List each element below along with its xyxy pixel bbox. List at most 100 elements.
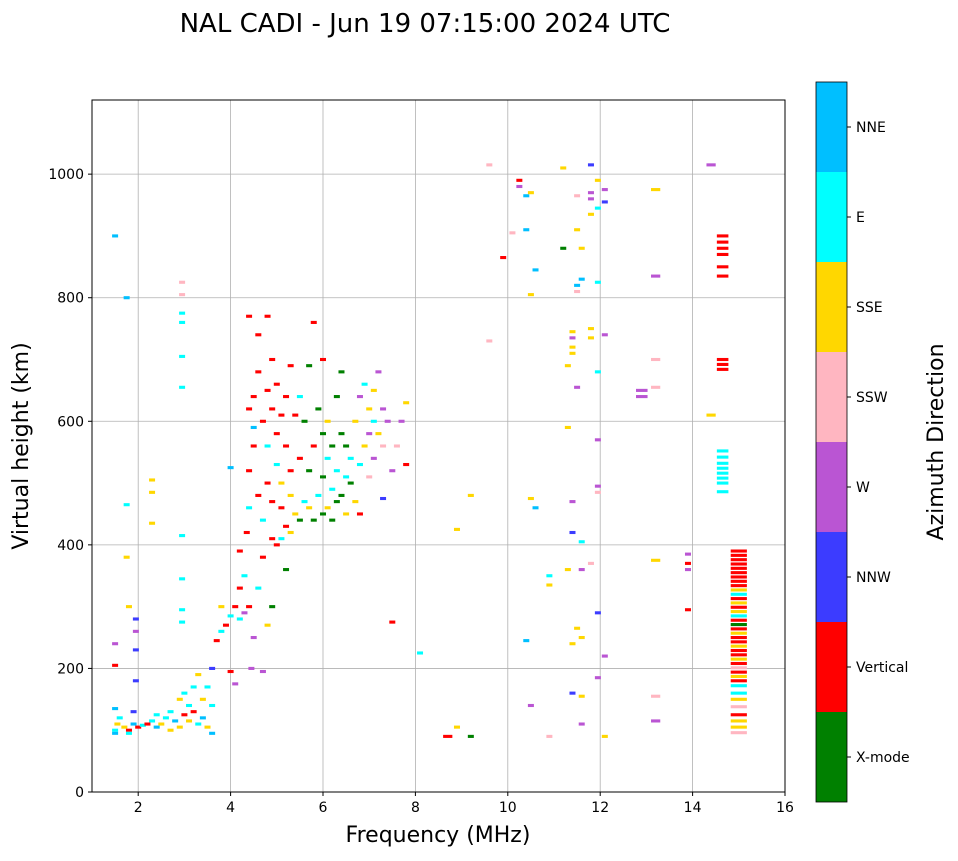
- data-point-x-mode: [306, 469, 313, 473]
- data-point-w: [651, 274, 661, 278]
- data-point-sse: [564, 364, 571, 368]
- data-point-sse: [594, 178, 601, 182]
- data-point-w: [259, 669, 266, 674]
- data-point-e: [186, 703, 193, 708]
- colorbar-swatch: [816, 622, 847, 712]
- data-point-x-mode: [560, 246, 567, 250]
- data-point-e: [716, 471, 729, 475]
- data-point-vertical: [730, 635, 747, 640]
- data-point-w: [250, 635, 257, 640]
- data-point-sse: [569, 330, 576, 334]
- colorbar-swatch: [816, 82, 847, 172]
- data-point-x-mode: [296, 518, 303, 522]
- data-point-sse: [574, 626, 581, 630]
- data-point-w: [651, 719, 661, 723]
- data-point-ssw: [730, 705, 747, 709]
- data-point-sse: [651, 558, 661, 562]
- data-point-vertical: [255, 493, 262, 497]
- data-point-e: [204, 685, 211, 689]
- data-point-e: [716, 476, 729, 480]
- data-point-sse: [204, 725, 211, 729]
- data-point-e: [716, 481, 729, 485]
- data-point-sse: [218, 605, 225, 609]
- data-point-sse: [125, 605, 132, 609]
- data-point-sse: [167, 728, 174, 732]
- data-point-w: [636, 388, 648, 392]
- data-point-e: [179, 354, 186, 358]
- data-point-ssw: [587, 561, 594, 565]
- data-point-w: [112, 642, 119, 646]
- data-point-sse: [352, 419, 359, 423]
- data-point-nne: [153, 725, 160, 729]
- data-point-sse: [564, 568, 571, 572]
- data-point-e: [716, 455, 729, 459]
- data-point-e: [179, 311, 186, 315]
- chart-title: NAL CADI - Jun 19 07:15:00 2024 UTC: [180, 9, 671, 39]
- data-point-vertical: [269, 500, 276, 504]
- data-point-x-mode: [338, 432, 345, 436]
- data-point-ssw: [393, 444, 400, 448]
- data-point-e: [296, 395, 303, 399]
- data-point-ssw: [179, 293, 186, 297]
- data-point-w: [578, 722, 585, 726]
- data-point-e: [179, 577, 186, 581]
- data-point-sse: [730, 644, 747, 648]
- data-point-w: [594, 676, 601, 680]
- data-point-sse: [730, 725, 747, 729]
- data-point-e: [179, 534, 186, 538]
- data-point-w: [594, 438, 601, 442]
- data-point-nnw: [132, 679, 139, 683]
- data-point-x-mode: [310, 518, 317, 522]
- data-point-vertical: [250, 395, 257, 399]
- data-point-e: [149, 719, 156, 723]
- data-point-e: [730, 684, 747, 688]
- data-point-vertical: [684, 608, 691, 612]
- data-point-x-mode: [315, 407, 322, 411]
- data-point-vertical: [283, 395, 290, 399]
- data-point-vertical: [730, 679, 747, 683]
- data-point-vertical: [264, 388, 271, 392]
- data-point-e: [112, 728, 119, 732]
- data-point-e: [594, 280, 601, 284]
- data-point-x-mode: [306, 364, 313, 368]
- data-point-sse: [601, 734, 608, 738]
- data-point-sse: [287, 530, 294, 535]
- data-point-vertical: [730, 566, 747, 570]
- data-point-e: [546, 574, 553, 578]
- data-point-nne: [227, 466, 234, 470]
- data-point-sse: [292, 512, 299, 516]
- data-point-w: [248, 666, 255, 670]
- data-point-e: [594, 370, 601, 374]
- data-point-w: [706, 163, 716, 167]
- data-point-ssw: [366, 475, 373, 479]
- data-point-e: [179, 608, 186, 612]
- data-point-sse: [352, 500, 359, 504]
- data-point-sse: [730, 610, 747, 614]
- data-point-x-mode: [347, 481, 354, 485]
- data-point-x-mode: [329, 444, 336, 448]
- y-tick-label: 400: [57, 538, 84, 554]
- data-point-e: [716, 466, 729, 470]
- data-point-vertical: [287, 364, 294, 368]
- data-point-vertical: [243, 530, 250, 535]
- data-point-w: [398, 419, 405, 423]
- data-point-w: [241, 611, 248, 615]
- data-point-e: [179, 620, 186, 624]
- data-point-vertical: [269, 357, 276, 362]
- data-point-sse: [114, 722, 121, 726]
- data-point-sse: [361, 444, 368, 448]
- colorbar-label: Azimuth Direction: [924, 343, 949, 540]
- data-point-sse: [186, 719, 193, 723]
- data-point-sse: [149, 478, 156, 482]
- data-point-e: [179, 320, 186, 324]
- data-point-e: [153, 713, 160, 717]
- colorbar-tick-label: X-mode: [856, 750, 910, 766]
- data-point-sse: [587, 327, 594, 331]
- data-point-nne: [209, 731, 216, 735]
- data-point-nnw: [594, 611, 601, 615]
- data-point-sse: [578, 635, 585, 640]
- data-point-e: [324, 456, 331, 460]
- data-point-vertical: [264, 481, 271, 485]
- colorbar-tick-label: NNW: [856, 570, 891, 586]
- data-point-w: [601, 333, 608, 337]
